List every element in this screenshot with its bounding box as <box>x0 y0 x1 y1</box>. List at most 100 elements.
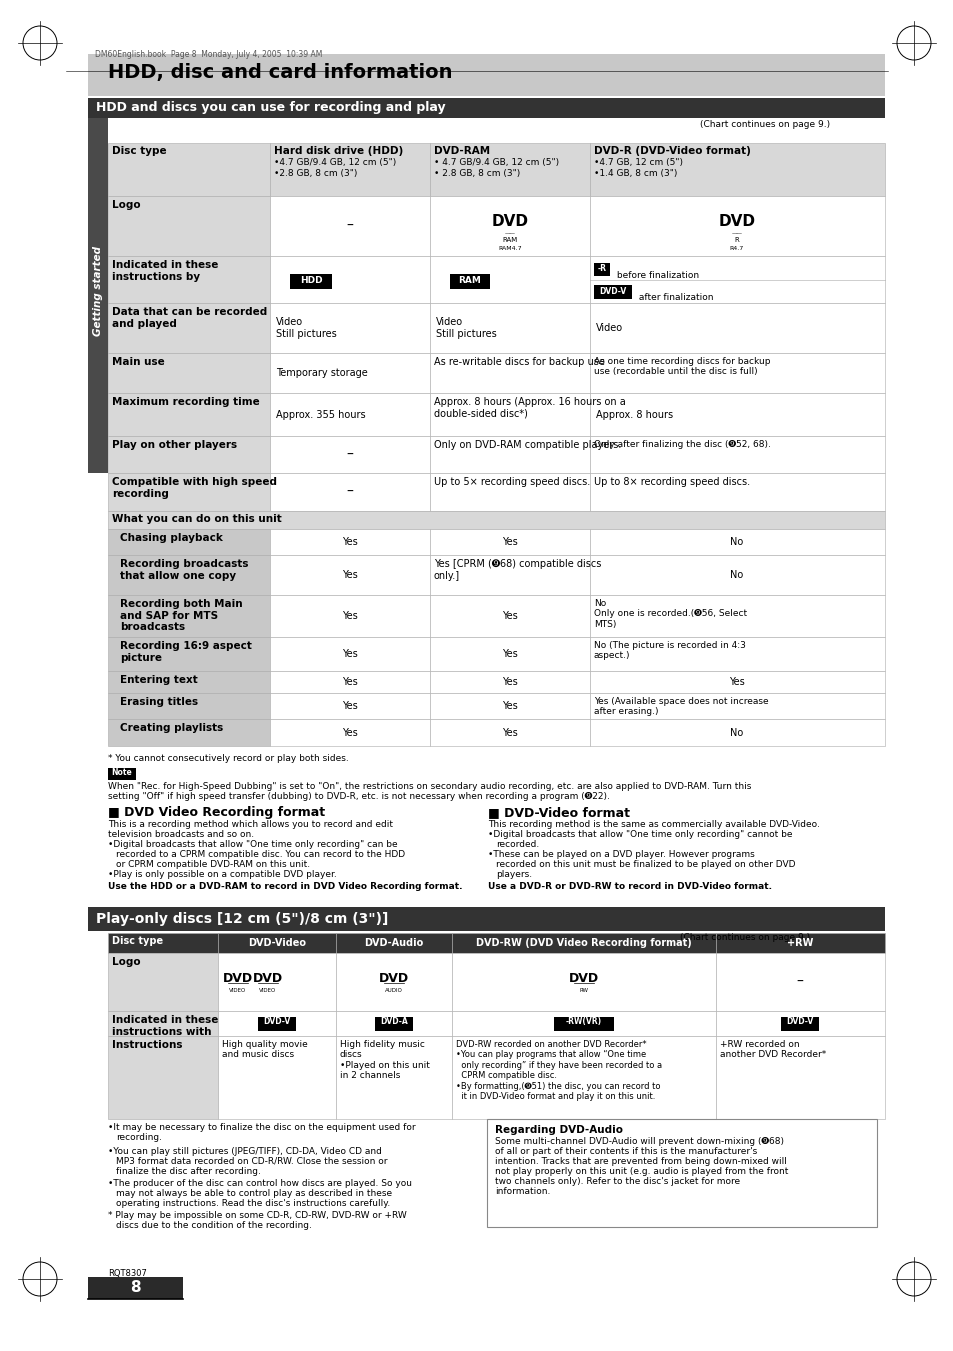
Text: Yes: Yes <box>501 611 517 621</box>
Text: DVD-R (DVD-Video format): DVD-R (DVD-Video format) <box>594 146 750 155</box>
Text: Indicated in these
instructions with: Indicated in these instructions with <box>112 1015 218 1036</box>
Text: Yes: Yes <box>501 648 517 659</box>
Text: after finalization: after finalization <box>636 293 713 303</box>
Text: R: R <box>734 236 739 243</box>
Text: Yes: Yes <box>342 728 357 738</box>
Text: operating instructions. Read the disc's instructions carefully.: operating instructions. Read the disc's … <box>116 1198 390 1208</box>
Bar <box>88 118 108 473</box>
Text: +RW: +RW <box>786 938 812 948</box>
Text: No: No <box>730 728 742 738</box>
Text: •Digital broadcasts that allow "One time only recording" can be: •Digital broadcasts that allow "One time… <box>108 840 397 848</box>
Text: Yes: Yes <box>501 536 517 547</box>
Bar <box>270 638 430 671</box>
Text: television broadcasts and so on.: television broadcasts and so on. <box>108 830 253 839</box>
Bar <box>270 555 430 594</box>
Text: High quality movie
and music discs: High quality movie and music discs <box>222 1040 308 1059</box>
Bar <box>554 1017 614 1031</box>
Text: VIDEO: VIDEO <box>259 989 276 993</box>
Text: No (The picture is recorded in 4:3
aspect.): No (The picture is recorded in 4:3 aspec… <box>594 640 745 661</box>
Bar <box>452 1036 716 1119</box>
Text: •These can be played on a DVD player. However programs: •These can be played on a DVD player. Ho… <box>488 850 754 859</box>
Text: (Chart continues on page 9.): (Chart continues on page 9.) <box>679 934 809 942</box>
Text: (Chart continues on page 9.): (Chart continues on page 9.) <box>700 120 829 128</box>
Text: Indicated in these
instructions by: Indicated in these instructions by <box>112 259 218 281</box>
Text: * You cannot consecutively record or play both sides.: * You cannot consecutively record or pla… <box>108 754 349 763</box>
Text: of all or part of their contents if this is the manufacturer's: of all or part of their contents if this… <box>495 1147 757 1156</box>
Bar <box>452 1011 716 1036</box>
Text: Compatible with high speed
recording: Compatible with high speed recording <box>112 477 276 499</box>
Text: Yes: Yes <box>342 570 357 580</box>
Bar <box>430 143 589 196</box>
Text: •2.8 GB, 8 cm (3"): •2.8 GB, 8 cm (3") <box>274 169 357 178</box>
Bar <box>290 274 332 289</box>
Bar <box>452 952 716 1011</box>
Bar <box>589 255 884 303</box>
Bar <box>108 511 884 530</box>
Text: DVD: DVD <box>253 973 283 985</box>
Bar <box>108 255 270 303</box>
Text: -RW(VR): -RW(VR) <box>565 1017 601 1025</box>
Bar <box>108 393 270 436</box>
Text: Temporary storage: Temporary storage <box>275 367 367 378</box>
Bar <box>108 934 218 952</box>
Text: –: – <box>346 485 353 499</box>
Bar <box>270 196 430 255</box>
Text: –: – <box>346 219 353 232</box>
Text: Up to 8× recording speed discs.: Up to 8× recording speed discs. <box>594 477 749 486</box>
Bar <box>88 1277 183 1300</box>
Bar <box>88 907 884 931</box>
Bar <box>108 436 270 473</box>
Text: RAM: RAM <box>502 236 517 243</box>
Bar <box>108 353 270 393</box>
Text: No
Only one is recorded.(➒56, Select
MTS): No Only one is recorded.(➒56, Select MTS… <box>594 598 746 628</box>
Text: DVD: DVD <box>378 973 409 985</box>
Bar <box>335 952 452 1011</box>
Bar <box>781 1017 818 1031</box>
Text: ■ DVD Video Recording format: ■ DVD Video Recording format <box>108 807 325 819</box>
Bar <box>716 1036 884 1119</box>
Text: VIDEO: VIDEO <box>229 989 247 993</box>
Bar <box>430 393 589 436</box>
Bar <box>430 555 589 594</box>
Text: Yes: Yes <box>342 677 357 688</box>
Text: Main use: Main use <box>112 357 165 367</box>
Text: Yes: Yes <box>501 701 517 711</box>
Text: • 4.7 GB/9.4 GB, 12 cm (5"): • 4.7 GB/9.4 GB, 12 cm (5") <box>434 158 558 168</box>
Text: •The producer of the disc can control how discs are played. So you: •The producer of the disc can control ho… <box>108 1179 412 1188</box>
Text: HDD and discs you can use for recording and play: HDD and discs you can use for recording … <box>96 101 445 115</box>
Bar <box>270 303 430 353</box>
Text: players.: players. <box>496 870 532 880</box>
Bar <box>450 274 490 289</box>
Text: before finalization: before finalization <box>614 270 699 280</box>
Text: HDD, disc and card information: HDD, disc and card information <box>108 63 452 82</box>
Text: setting "Off" if high speed transfer (dubbing) to DVD-R, etc. is not necessary w: setting "Off" if high speed transfer (du… <box>108 792 609 801</box>
Text: Logo: Logo <box>112 957 140 967</box>
Bar <box>108 143 270 196</box>
Bar <box>108 671 270 693</box>
Bar <box>430 255 589 303</box>
Bar <box>594 263 609 276</box>
Text: HDD: HDD <box>299 276 322 285</box>
Bar <box>270 255 430 303</box>
Bar <box>375 1017 413 1031</box>
Text: No: No <box>730 536 742 547</box>
Bar <box>589 196 884 255</box>
Text: This recording method is the same as commercially available DVD-Video.: This recording method is the same as com… <box>488 820 819 830</box>
Bar <box>589 594 884 638</box>
Text: Recording both Main
and SAP for MTS
broadcasts: Recording both Main and SAP for MTS broa… <box>120 598 242 632</box>
Text: •4.7 GB/9.4 GB, 12 cm (5"): •4.7 GB/9.4 GB, 12 cm (5") <box>274 158 395 168</box>
Bar <box>108 594 270 638</box>
Bar <box>430 638 589 671</box>
Text: RAM4.7: RAM4.7 <box>497 246 521 250</box>
Bar <box>88 54 884 96</box>
Text: not play properly on this unit (e.g. audio is played from the front: not play properly on this unit (e.g. aud… <box>495 1167 787 1175</box>
Bar <box>88 99 884 118</box>
Text: Video
Still pictures: Video Still pictures <box>275 317 336 339</box>
Bar <box>108 719 270 746</box>
Text: or CPRM compatible DVD-RAM on this unit.: or CPRM compatible DVD-RAM on this unit. <box>116 861 310 869</box>
Text: Approx. 355 hours: Approx. 355 hours <box>275 409 365 420</box>
Bar <box>430 436 589 473</box>
Text: Approx. 8 hours: Approx. 8 hours <box>596 409 673 420</box>
Text: recording.: recording. <box>116 1133 162 1142</box>
Text: DVD-RAM: DVD-RAM <box>434 146 490 155</box>
